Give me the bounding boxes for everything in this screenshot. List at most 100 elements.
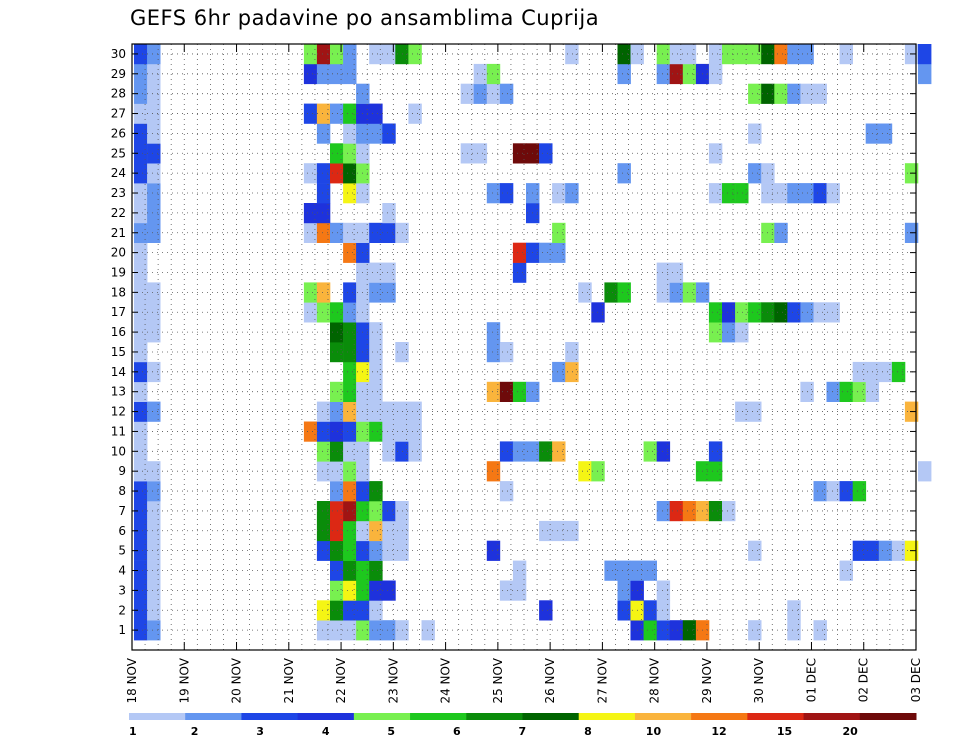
heatmap-cell xyxy=(330,600,344,621)
heatmap-cell xyxy=(147,501,161,522)
heatmap-cell xyxy=(330,540,344,561)
heatmap-cell xyxy=(878,123,893,144)
heatmap-cell xyxy=(617,63,631,85)
heatmap-cell xyxy=(656,44,671,65)
heatmap-cell xyxy=(748,83,762,104)
heatmap-cell xyxy=(343,44,357,65)
legend-swatch xyxy=(353,713,411,720)
heatmap-cell xyxy=(708,461,723,482)
heatmap-cell xyxy=(565,361,579,383)
heatmap-cell xyxy=(748,540,762,561)
heatmap-cell xyxy=(774,302,788,323)
heatmap-cell xyxy=(617,600,631,621)
heatmap-cell xyxy=(343,600,357,621)
legend-swatch xyxy=(691,713,748,720)
heatmap-cell xyxy=(303,282,318,303)
heatmap-cell xyxy=(382,401,396,422)
heatmap-cell xyxy=(369,620,383,641)
x-tick-label: 30 NOV xyxy=(752,657,766,703)
heatmap-cell xyxy=(708,501,723,522)
heatmap-cell xyxy=(512,143,527,164)
heatmap-cell xyxy=(369,421,383,442)
heatmap-cell xyxy=(578,461,592,482)
heatmap-cell xyxy=(813,481,827,502)
x-tick-label: 19 NOV xyxy=(177,657,191,703)
heatmap-cell xyxy=(578,282,592,303)
heatmap-cell xyxy=(330,322,344,343)
heatmap-cell xyxy=(343,143,357,164)
heatmap-cell xyxy=(408,421,422,442)
grid-lines xyxy=(132,44,917,650)
heatmap-cell xyxy=(369,600,383,621)
heatmap-cell xyxy=(748,123,762,144)
heatmap-cell xyxy=(656,600,671,621)
heatmap-cell xyxy=(787,44,801,65)
heatmap-cell xyxy=(343,620,357,641)
heatmap-cell xyxy=(708,441,723,462)
heatmap-cell xyxy=(748,620,762,641)
heatmap-cell xyxy=(316,282,331,303)
heatmap-cell xyxy=(343,580,357,601)
heatmap-cell xyxy=(669,63,684,85)
heatmap-cell xyxy=(787,600,801,621)
heatmap-cell xyxy=(147,83,161,104)
heatmap-cell xyxy=(499,342,514,363)
heatmap-cell xyxy=(343,520,357,542)
x-tick-label: 02 DEC xyxy=(857,658,871,702)
heatmap-cell xyxy=(878,361,893,383)
y-tick-label: 16 xyxy=(111,325,126,339)
y-tick-label: 4 xyxy=(118,564,126,578)
heatmap-cell xyxy=(669,44,684,65)
heatmap-cell xyxy=(552,520,566,542)
heatmap-cell xyxy=(343,461,357,482)
heatmap-cell xyxy=(826,302,840,323)
heatmap-cell xyxy=(682,620,697,641)
heatmap-cell xyxy=(330,441,344,462)
heatmap-cell xyxy=(369,262,383,283)
heatmap-cell xyxy=(918,461,932,482)
heatmap-cell xyxy=(839,381,853,402)
heatmap-cell xyxy=(369,501,383,522)
heatmap-cell xyxy=(369,481,383,502)
heatmap-cell xyxy=(656,262,671,283)
heatmap-cell xyxy=(669,282,684,303)
legend-swatch xyxy=(578,713,636,720)
heatmap-cell xyxy=(134,83,148,104)
heatmap-cell xyxy=(617,44,631,65)
y-tick-label: 7 xyxy=(118,504,126,518)
heatmap-cell xyxy=(852,381,867,402)
heatmap-cell xyxy=(918,44,932,65)
heatmap-cell xyxy=(147,203,161,224)
heatmap-cell xyxy=(147,123,161,144)
heatmap-cell xyxy=(617,560,631,581)
legend-label: 5 xyxy=(387,725,395,738)
heatmap-cell xyxy=(330,461,344,482)
heatmap-cell xyxy=(369,44,383,65)
heatmap-cell xyxy=(682,282,697,303)
heatmap-cell xyxy=(722,44,736,65)
heatmap-cell xyxy=(303,103,318,124)
heatmap-cell xyxy=(473,83,488,104)
heatmap-cell xyxy=(774,44,788,65)
x-tick-label: 29 NOV xyxy=(700,657,714,703)
y-tick-label: 28 xyxy=(111,87,126,101)
y-tick-label: 10 xyxy=(111,444,126,458)
legend-label: 2 xyxy=(191,725,199,738)
heatmap-cell xyxy=(134,163,148,184)
legend-label: 12 xyxy=(711,725,726,738)
heatmap-cell xyxy=(134,322,148,343)
x-tick-label: 27 NOV xyxy=(595,657,609,703)
y-tick-label: 26 xyxy=(111,126,126,140)
heatmap-cell xyxy=(134,461,148,482)
heatmap-cell xyxy=(643,600,657,621)
heatmap-cell xyxy=(330,63,344,85)
heatmap-cell xyxy=(839,481,853,502)
heatmap-cell xyxy=(656,282,671,303)
heatmap-cell xyxy=(539,600,553,621)
heatmap-cell xyxy=(316,123,331,144)
heatmap-cell xyxy=(421,620,435,641)
heatmap-cell xyxy=(330,560,344,581)
heatmap-cell xyxy=(499,441,514,462)
heatmap-cell xyxy=(382,44,396,65)
heatmap-cell xyxy=(369,580,383,601)
